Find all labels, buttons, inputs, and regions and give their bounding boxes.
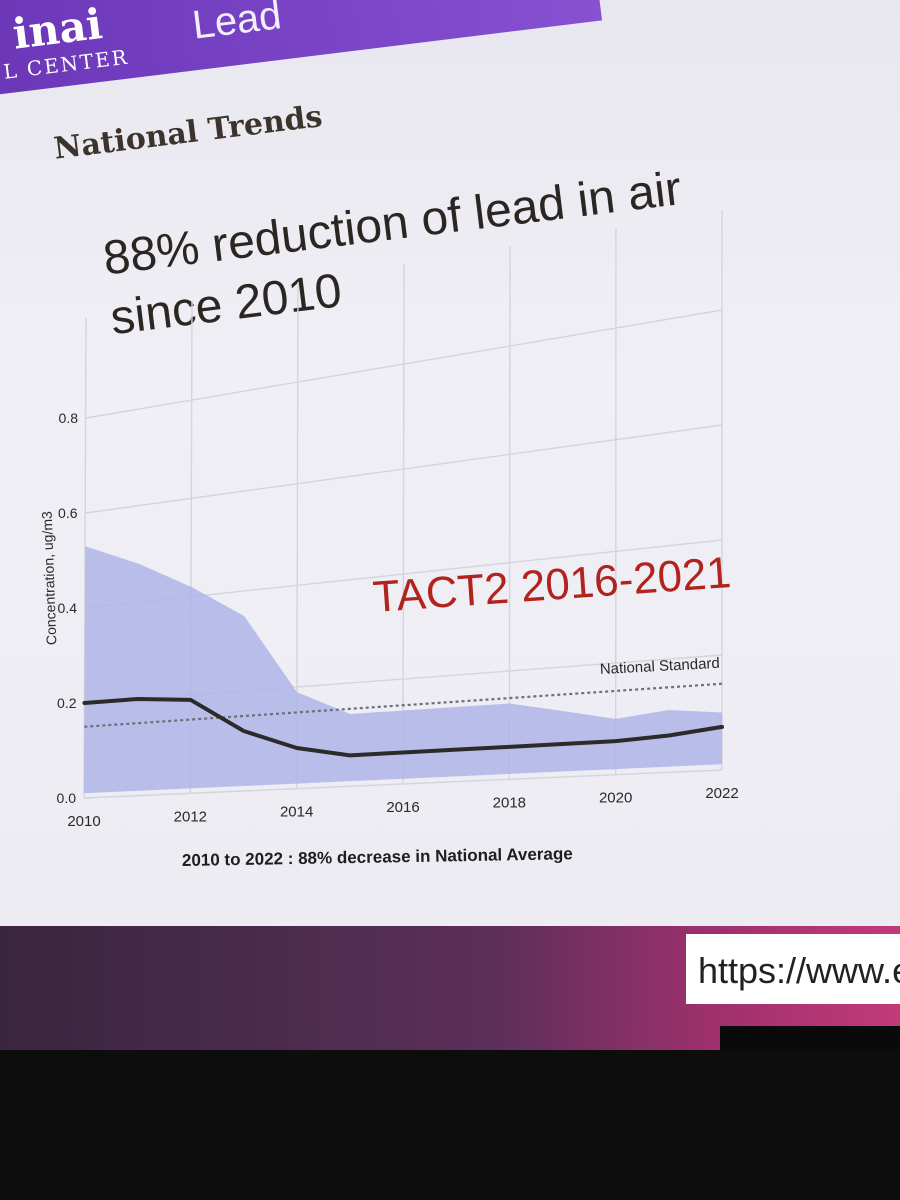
y-tick-label: 0.2 bbox=[57, 695, 77, 711]
national-standard-line bbox=[84, 682, 723, 728]
grid-line-horizontal bbox=[85, 424, 723, 514]
x-tick-label: 2014 bbox=[280, 804, 313, 821]
y-axis-label: Concentration, ug/m3 bbox=[39, 511, 60, 646]
national-average-line bbox=[82, 697, 724, 758]
y-tick-label: 0.0 bbox=[57, 790, 77, 806]
chart-line-layer bbox=[82, 697, 724, 758]
grid-line-vertical bbox=[402, 263, 405, 785]
x-tick-label: 2018 bbox=[493, 794, 526, 811]
chart-footer-caption: 2010 to 2022 : 88% decrease in National … bbox=[182, 844, 573, 870]
grid-line-horizontal bbox=[83, 769, 723, 799]
lead-trend-chart: National Standard 2010 2012 2014 2016 2018 20… bbox=[39, 210, 739, 870]
grid-line-vertical bbox=[83, 317, 87, 799]
x-tick-label: 2016 bbox=[386, 799, 419, 816]
chart-standard-layer: National Standard bbox=[84, 655, 723, 728]
x-tick-label: 2012 bbox=[174, 808, 207, 825]
url-banner: https://www.ep bbox=[686, 934, 900, 1004]
y-tick-label: 0.4 bbox=[58, 600, 78, 616]
x-tick-label: 2010 bbox=[67, 813, 100, 830]
x-tick-label: 2022 bbox=[705, 785, 738, 802]
grid-line-vertical bbox=[508, 245, 511, 780]
grid-line-horizontal bbox=[85, 309, 723, 419]
stage-floor bbox=[0, 1050, 900, 1200]
tact2-annotation: TACT2 2016-2021 bbox=[371, 548, 732, 622]
national-standard-label: National Standard bbox=[599, 655, 720, 678]
chart-tick-layer: 2010 2012 2014 2016 2018 2020 2022 0.0 0.2 0.4 0.6… bbox=[57, 410, 739, 830]
y-tick-label: 0.6 bbox=[58, 505, 78, 521]
y-tick-label: 0.8 bbox=[59, 410, 79, 426]
x-tick-label: 2020 bbox=[599, 790, 632, 807]
